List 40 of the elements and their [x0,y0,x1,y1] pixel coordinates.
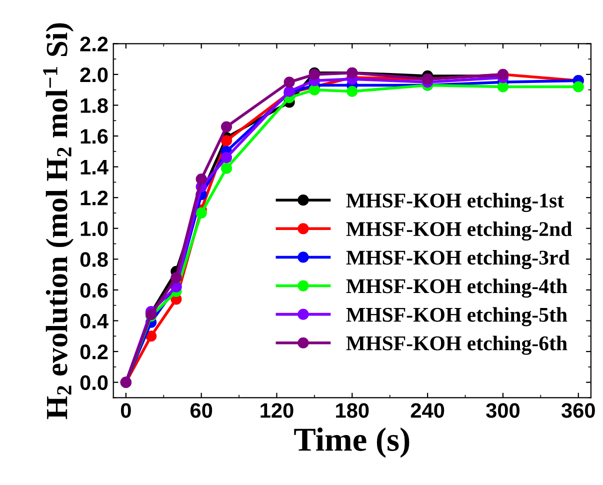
y-tick-label: 1.2 [80,190,108,206]
point [220,121,232,132]
legend-label: MHSF-KOH etching-4th [346,278,568,298]
x-tick-label: 60 [190,403,212,418]
y-axis-title: H$_{2}$ evolution (mol H$_{2}$ mol$^{−1}$ Si) [43,23,74,420]
x-tick-label: 240 [410,403,444,418]
x-tick-label: 300 [486,403,520,418]
y-tick-label: 1.4 [80,160,108,174]
y-tick-label: 2.2 [80,36,108,52]
y-tick-label: 1.6 [80,129,108,144]
y-tick-label: 0.8 [80,252,108,267]
legend-label: MHSF-KOH etching-2nd [346,221,572,241]
point [308,84,320,96]
x-axis-title: Time (s) [294,428,410,458]
x-tick-label: 0 [120,403,131,418]
point [497,81,509,92]
point [220,162,232,174]
point [220,135,232,146]
legend-label: MHSF-KOH etching-3rd [346,250,570,270]
y-tick-label: 0.6 [80,282,108,298]
x-tick-label: 180 [336,403,369,418]
point [572,81,584,92]
legend-label: MHSF-KOH etching-6th [346,336,568,355]
legend-label: MHSF-KOH etching-1st [346,192,564,212]
point [284,76,295,88]
point [346,86,358,97]
y-tick-label: 1.8 [80,98,108,113]
y-tick-label: 0.4 [80,314,108,328]
point [170,272,182,284]
point [196,174,207,185]
y-tick-label: 1.0 [80,221,108,236]
point [220,152,232,164]
y-tick-label: 0.2 [80,344,108,360]
y-tick-label: 2.0 [80,67,108,82]
y-tick-label: 0.0 [80,375,108,390]
x-tick-label: 120 [260,403,294,418]
x-tick-label: 360 [561,403,595,418]
point [196,207,207,219]
point [146,330,157,342]
legend-label: MHSF-KOH etching-5th [346,307,568,326]
